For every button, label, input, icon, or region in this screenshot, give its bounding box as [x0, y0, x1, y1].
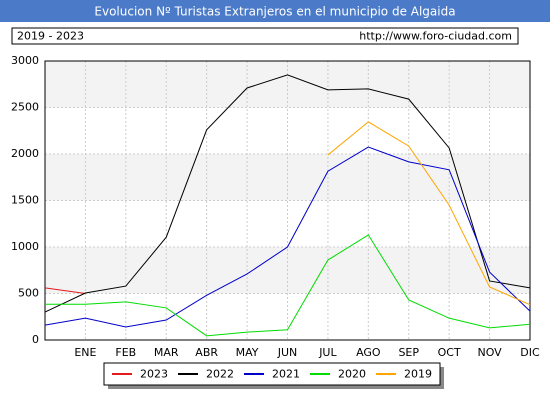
legend: [103, 362, 441, 386]
title-bar: [0, 0, 550, 22]
y-tick-label: 3000: [11, 54, 39, 67]
x-tick-label: AGO: [356, 346, 381, 359]
x-tick-label: DIC: [520, 346, 540, 359]
subtitle: 2019 - 2023: [17, 30, 84, 43]
y-tick-label: 1000: [11, 240, 39, 253]
series-line: [327, 121, 531, 306]
x-tick-label: JUN: [277, 346, 298, 359]
y-tick-label: 2000: [11, 147, 39, 160]
legend-label: 2022: [206, 368, 234, 381]
series-line: [44, 74, 531, 313]
x-tick-label: OCT: [438, 346, 461, 359]
x-tick-label: NOV: [477, 346, 502, 359]
x-tick-label: FEB: [115, 346, 136, 359]
series-line: [45, 234, 531, 337]
plot-frame: [44, 60, 531, 341]
x-tick-label: SEP: [398, 346, 419, 359]
source: http://www.foro-ciudad.com: [359, 30, 512, 43]
legend-label: 2019: [404, 368, 432, 381]
series-line: [44, 146, 531, 328]
grid-band: [45, 61, 530, 108]
legend-label: 2020: [338, 368, 366, 381]
legend-label: 2021: [272, 368, 300, 381]
y-tick-label: 1500: [11, 194, 39, 207]
x-tick-label: JUL: [318, 346, 337, 359]
x-tick-label: ABR: [195, 346, 218, 359]
subtitle-box: [11, 27, 519, 45]
x-tick-label: MAY: [236, 346, 259, 359]
y-tick-label: 2500: [11, 101, 39, 114]
chart-title: Evolucion Nº Turistas Extranjeros en el …: [94, 5, 455, 19]
y-tick-label: 500: [18, 287, 39, 300]
legend-label: 2023: [140, 368, 168, 381]
x-tick-label: MAR: [154, 346, 179, 359]
series-line: [44, 287, 86, 294]
x-tick-label: ENE: [74, 346, 96, 359]
y-tick-label: 0: [32, 333, 39, 346]
